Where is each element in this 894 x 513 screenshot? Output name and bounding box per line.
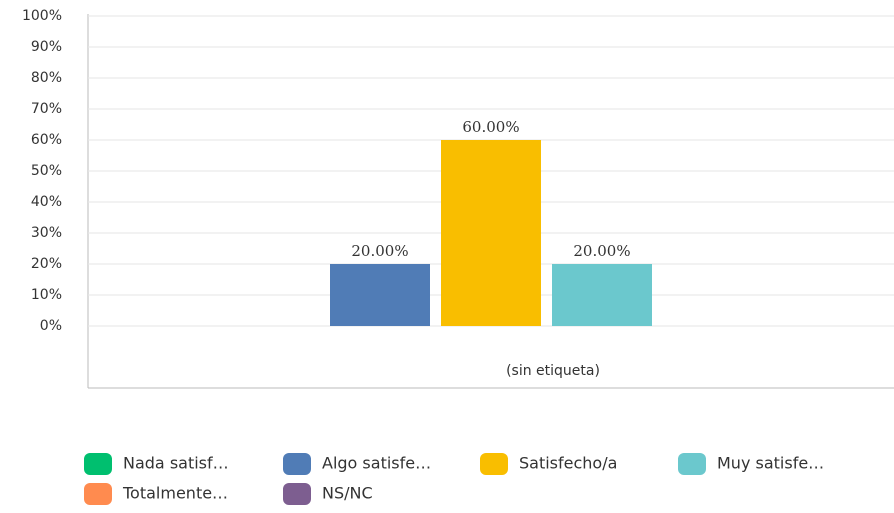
y-tick-label: 30%: [31, 225, 62, 241]
legend-swatch: [283, 483, 311, 505]
y-tick-label: 80%: [31, 70, 62, 86]
y-tick-label: 100%: [22, 8, 62, 24]
legend-label: Algo satisfe…: [322, 454, 431, 473]
data-label: 60.00%: [462, 118, 519, 136]
bar: [552, 264, 652, 326]
bar: [330, 264, 430, 326]
legend-label: Satisfecho/a: [519, 454, 617, 473]
x-tick-label: (sin etiqueta): [506, 363, 600, 379]
legend-swatch: [84, 453, 112, 475]
legend-label: Totalmente…: [122, 484, 228, 503]
data-label: 20.00%: [573, 242, 630, 260]
legend-label: NS/NC: [322, 484, 373, 503]
legend-label: Muy satisfe…: [717, 454, 824, 473]
y-tick-label: 70%: [31, 101, 62, 117]
legend-label: Nada satisf…: [123, 454, 229, 473]
y-tick-label: 90%: [31, 39, 62, 55]
y-tick-label: 60%: [31, 132, 62, 148]
legend-swatch: [84, 483, 112, 505]
y-tick-label: 40%: [31, 194, 62, 210]
y-tick-label: 50%: [31, 163, 62, 179]
y-tick-label: 10%: [31, 287, 62, 303]
data-label: 20.00%: [351, 242, 408, 260]
y-tick-label: 0%: [40, 318, 62, 334]
legend-swatch: [283, 453, 311, 475]
legend-swatch: [678, 453, 706, 475]
y-tick-label: 20%: [31, 256, 62, 272]
bar: [441, 140, 541, 326]
legend-swatch: [480, 453, 508, 475]
